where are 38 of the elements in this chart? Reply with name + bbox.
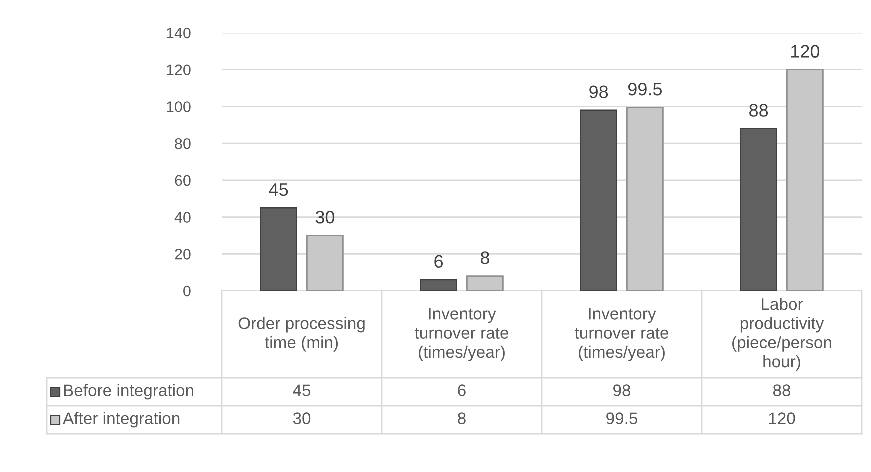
text: 30 [316,211,335,224]
text: 120 [792,45,820,58]
data-label: 8 [458,412,466,424]
data-label: 120 [769,412,796,424]
data-label: 88 [773,384,791,396]
y-tick-label: 0 [184,286,191,297]
text: 88 [750,104,768,117]
y-tick-label: 100 [167,102,191,112]
x-tick-label: Inventory turnover rate (times/year) [415,308,509,362]
data-label: 45 [293,384,311,396]
legend-label: After integration [63,412,180,428]
y-tick-label: 60 [175,175,191,186]
data-label: 6 [458,384,466,396]
y-tick-label: 140 [167,28,191,39]
legend-label: Before integration [64,384,194,400]
x-tick-label: Inventory turnover rate (times/year) [575,308,669,362]
bar [580,110,618,291]
text: 8 [480,252,490,264]
bar [466,276,504,291]
text: 99.5 [628,82,662,96]
bar [306,235,344,291]
y-tick-label: 120 [167,64,191,76]
data-label: 98 [614,384,631,396]
bar [740,128,778,291]
data-label: 30 [293,412,311,424]
y-tick-label: 80 [175,138,191,150]
x-tick-label: Labor productivity (piece/person hour) [732,298,832,371]
data-label: 99.5 [606,412,638,424]
bar [420,279,458,291]
x-tick-label: Order processing time (min) [238,317,365,352]
y-tick-label: 20 [175,249,191,260]
bar [626,106,664,291]
text: 6 [434,255,444,268]
text: 45 [269,184,288,196]
y-tick-label: 40 [174,212,191,223]
text: 98 [590,86,608,98]
bar [786,69,824,291]
bar [260,207,298,291]
